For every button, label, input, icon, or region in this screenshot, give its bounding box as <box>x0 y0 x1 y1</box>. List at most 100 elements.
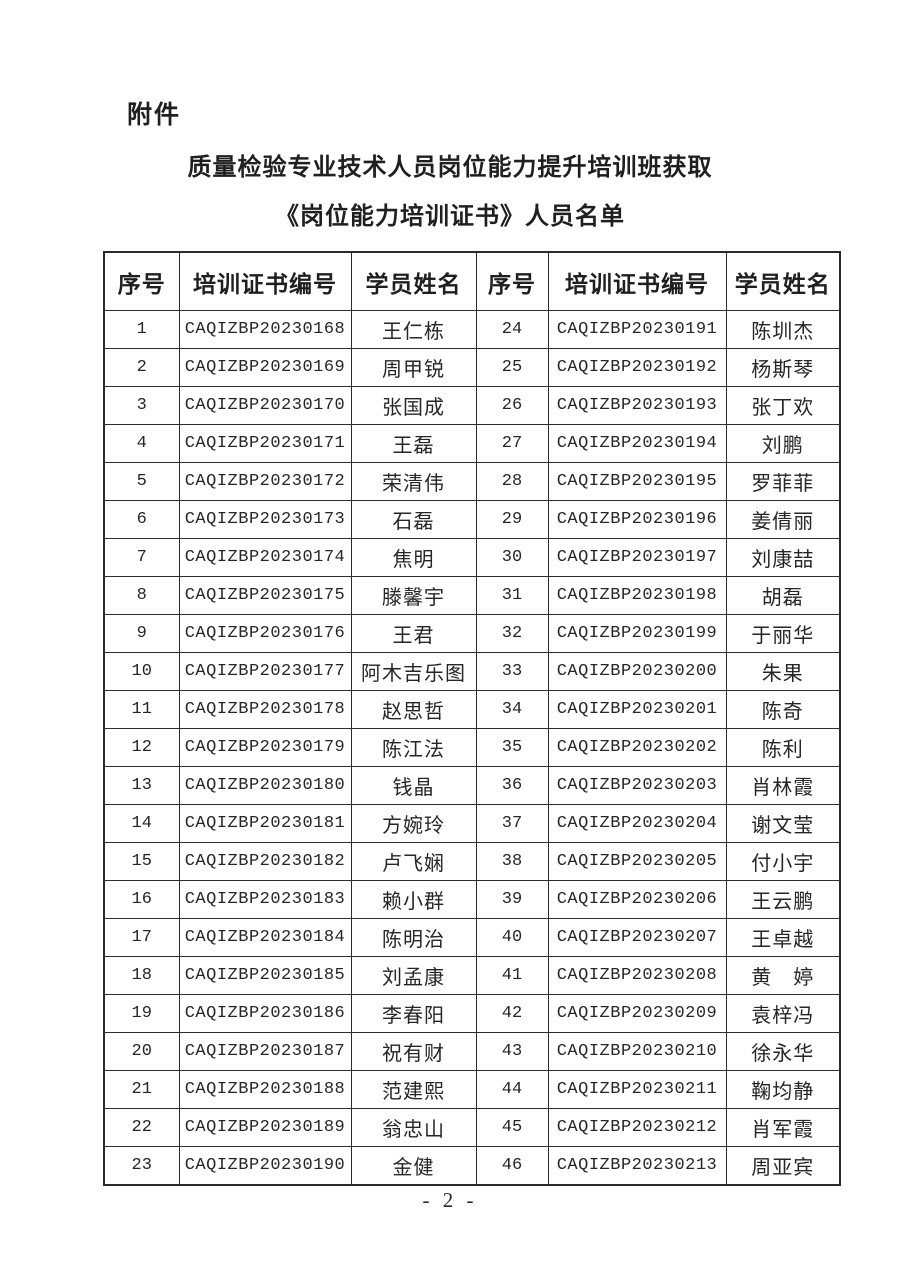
table-row: 18 CAQIZBP20230185 刘孟康 41 CAQIZBP20230208 黄 婷 <box>103 956 841 995</box>
document-title-line-2: 《岗位能力培训证书》人员名单 <box>275 204 625 230</box>
col-header-index-left: 序号 <box>103 251 180 311</box>
student-name-cell: 祝有财 <box>350 1032 477 1071</box>
certificate-number-cell: CAQIZBP20230210 <box>547 1032 727 1071</box>
table-row: 13 CAQIZBP20230180 钱晶 36 CAQIZBP20230203 肖林霞 <box>103 766 841 805</box>
row-index-cell: 18 <box>103 956 180 995</box>
student-name-cell: 谢文莹 <box>725 804 841 843</box>
certificate-number-cell: CAQIZBP20230177 <box>178 652 352 691</box>
student-name-cell: 钱晶 <box>350 766 477 805</box>
row-index-cell: 19 <box>103 994 180 1033</box>
certificate-number-cell: CAQIZBP20230196 <box>547 500 727 539</box>
student-name-cell: 方婉玲 <box>350 804 477 843</box>
student-name-cell: 徐永华 <box>725 1032 841 1071</box>
document-title-line-1: 质量检验专业技术人员岗位能力提升培训班获取 <box>187 155 713 181</box>
student-name-cell: 阿木吉乐图 <box>350 652 477 691</box>
roster-table: 序号 培训证书编号 学员姓名 序号 培训证书编号 学员姓名 1 CAQIZBP2023016… <box>103 251 841 1186</box>
certificate-number-cell: CAQIZBP20230169 <box>178 348 352 387</box>
student-name-cell: 赖小群 <box>350 880 477 919</box>
row-index-cell: 3 <box>103 386 180 425</box>
student-name-cell: 杨斯琴 <box>725 348 841 387</box>
student-name-cell: 翁忠山 <box>350 1108 477 1147</box>
certificate-number-cell: CAQIZBP20230181 <box>178 804 352 843</box>
student-name-cell: 张国成 <box>350 386 477 425</box>
row-index-cell: 23 <box>103 1146 180 1186</box>
row-index-cell: 9 <box>103 614 180 653</box>
student-name-cell: 滕馨宇 <box>350 576 477 615</box>
certificate-number-cell: CAQIZBP20230199 <box>547 614 727 653</box>
certificate-number-cell: CAQIZBP20230194 <box>547 424 727 463</box>
student-name-cell: 金健 <box>350 1146 477 1186</box>
row-index-cell: 15 <box>103 842 180 881</box>
student-name-cell: 刘孟康 <box>350 956 477 995</box>
student-name-cell: 石磊 <box>350 500 477 539</box>
certificate-number-cell: CAQIZBP20230175 <box>178 576 352 615</box>
roster-table-body: 1 CAQIZBP20230168 王仁栋 24 CAQIZBP20230191 陈圳杰 2… <box>103 310 841 1186</box>
certificate-number-cell: CAQIZBP20230198 <box>547 576 727 615</box>
student-name-cell: 张丁欢 <box>725 386 841 425</box>
student-name-cell: 袁梓冯 <box>725 994 841 1033</box>
certificate-number-cell: CAQIZBP20230189 <box>178 1108 352 1147</box>
table-row: 7 CAQIZBP20230174 焦明 30 CAQIZBP20230197 刘康喆 <box>103 538 841 577</box>
col-header-index-right: 序号 <box>475 251 549 311</box>
row-index-cell: 31 <box>475 576 549 615</box>
certificate-number-cell: CAQIZBP20230203 <box>547 766 727 805</box>
table-row: 10 CAQIZBP20230177 阿木吉乐图 33 CAQIZBP20230200 朱… <box>103 652 841 691</box>
header-row: 序号 培训证书编号 学员姓名 序号 培训证书编号 学员姓名 <box>103 251 841 311</box>
student-name-cell: 黄 婷 <box>725 956 841 995</box>
row-index-cell: 26 <box>475 386 549 425</box>
student-name-cell: 鞠均静 <box>725 1070 841 1109</box>
student-name-cell: 陈圳杰 <box>725 310 841 349</box>
row-index-cell: 11 <box>103 690 180 729</box>
table-row: 4 CAQIZBP20230171 王磊 27 CAQIZBP20230194 刘鹏 <box>103 424 841 463</box>
row-index-cell: 44 <box>475 1070 549 1109</box>
table-row: 23 CAQIZBP20230190 金健 46 CAQIZBP20230213 周亚宾 <box>103 1146 841 1186</box>
certificate-number-cell: CAQIZBP20230211 <box>547 1070 727 1109</box>
certificate-number-cell: CAQIZBP20230207 <box>547 918 727 957</box>
certificate-number-cell: CAQIZBP20230202 <box>547 728 727 767</box>
row-index-cell: 16 <box>103 880 180 919</box>
certificate-number-cell: CAQIZBP20230213 <box>547 1146 727 1186</box>
row-index-cell: 38 <box>475 842 549 881</box>
row-index-cell: 22 <box>103 1108 180 1147</box>
row-index-cell: 43 <box>475 1032 549 1071</box>
row-index-cell: 10 <box>103 652 180 691</box>
row-index-cell: 12 <box>103 728 180 767</box>
certificate-number-cell: CAQIZBP20230171 <box>178 424 352 463</box>
student-name-cell: 范建熙 <box>350 1070 477 1109</box>
student-name-cell: 陈江法 <box>350 728 477 767</box>
table-row: 15 CAQIZBP20230182 卢飞娴 38 CAQIZBP20230205 付小宇 <box>103 842 841 881</box>
row-index-cell: 41 <box>475 956 549 995</box>
certificate-number-cell: CAQIZBP20230173 <box>178 500 352 539</box>
student-name-cell: 周亚宾 <box>725 1146 841 1186</box>
row-index-cell: 45 <box>475 1108 549 1147</box>
certificate-number-cell: CAQIZBP20230195 <box>547 462 727 501</box>
student-name-cell: 于丽华 <box>725 614 841 653</box>
student-name-cell: 肖军霞 <box>725 1108 841 1147</box>
table-row: 20 CAQIZBP20230187 祝有财 43 CAQIZBP20230210 徐永华 <box>103 1032 841 1071</box>
roster-table-head: 序号 培训证书编号 学员姓名 序号 培训证书编号 学员姓名 <box>103 251 841 311</box>
student-name-cell: 肖林霞 <box>725 766 841 805</box>
row-index-cell: 6 <box>103 500 180 539</box>
col-header-cert-left: 培训证书编号 <box>178 251 352 311</box>
row-index-cell: 33 <box>475 652 549 691</box>
row-index-cell: 42 <box>475 994 549 1033</box>
student-name-cell: 付小宇 <box>725 842 841 881</box>
certificate-number-cell: CAQIZBP20230184 <box>178 918 352 957</box>
certificate-number-cell: CAQIZBP20230206 <box>547 880 727 919</box>
student-name-cell: 王磊 <box>350 424 477 463</box>
certificate-number-cell: CAQIZBP20230178 <box>178 690 352 729</box>
certificate-number-cell: CAQIZBP20230176 <box>178 614 352 653</box>
certificate-number-cell: CAQIZBP20230179 <box>178 728 352 767</box>
student-name-cell: 赵思哲 <box>350 690 477 729</box>
table-row: 22 CAQIZBP20230189 翁忠山 45 CAQIZBP20230212 肖军霞 <box>103 1108 841 1147</box>
row-index-cell: 37 <box>475 804 549 843</box>
student-name-cell: 姜倩丽 <box>725 500 841 539</box>
row-index-cell: 30 <box>475 538 549 577</box>
row-index-cell: 20 <box>103 1032 180 1071</box>
student-name-cell: 荣清伟 <box>350 462 477 501</box>
table-row: 17 CAQIZBP20230184 陈明治 40 CAQIZBP20230207 王卓越 <box>103 918 841 957</box>
certificate-number-cell: CAQIZBP20230191 <box>547 310 727 349</box>
certificate-number-cell: CAQIZBP20230208 <box>547 956 727 995</box>
row-index-cell: 2 <box>103 348 180 387</box>
